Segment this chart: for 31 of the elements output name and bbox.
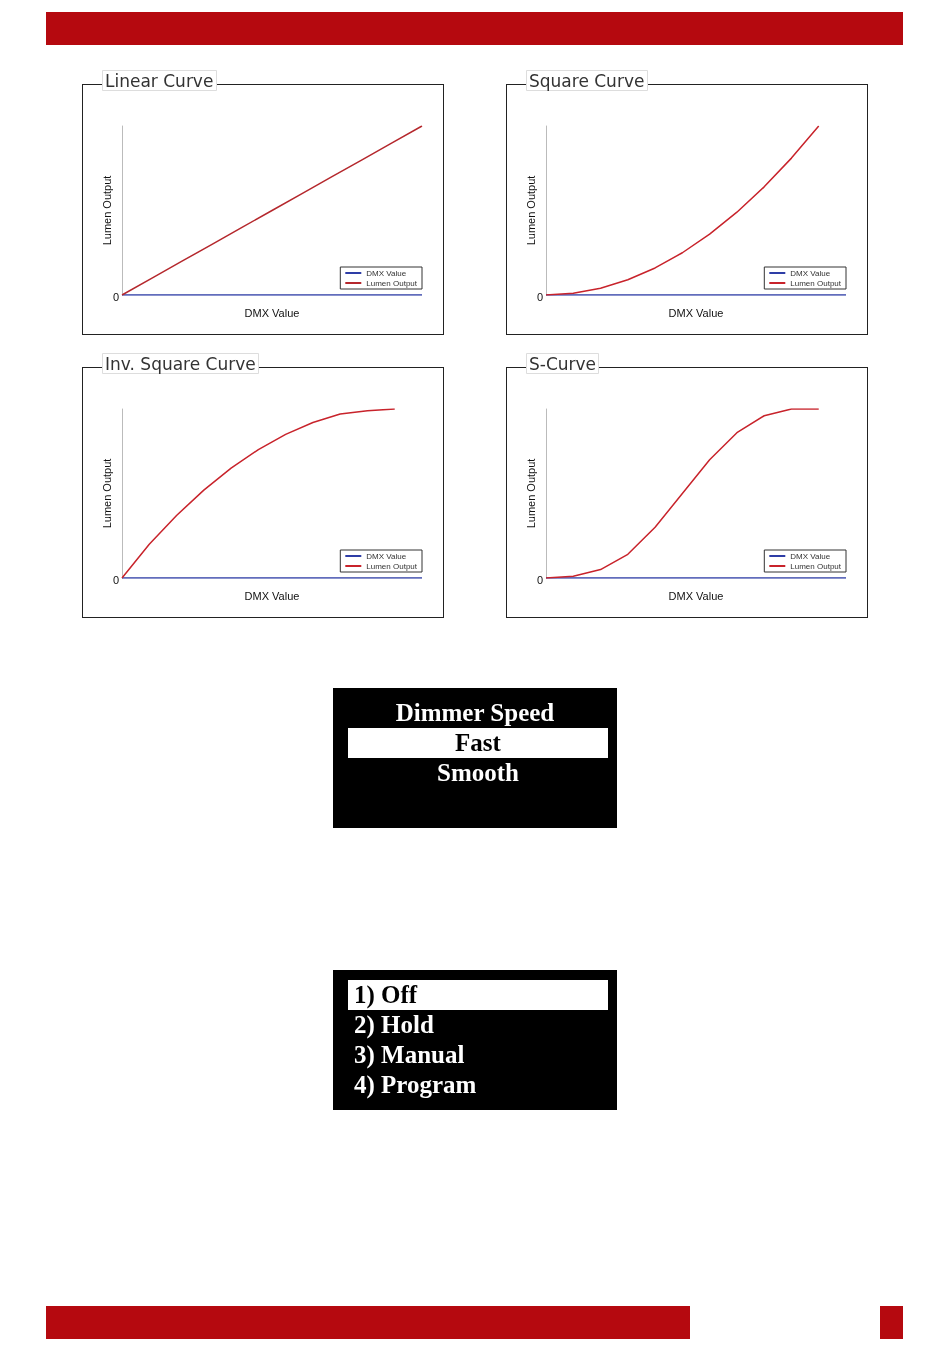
y-axis-title: Lumen Output [100, 175, 113, 246]
chart-title: S-Curve [529, 353, 597, 374]
x-axis-title: DMX Value [244, 307, 300, 320]
legend-label: Lumen Output [790, 278, 842, 288]
legend-label: DMX Value [790, 551, 831, 561]
chart-title: Linear Curve [105, 70, 214, 91]
legend-label: DMX Value [366, 551, 407, 561]
legend-label: DMX Value [790, 268, 831, 278]
text: 3) Manual [353, 1040, 466, 1070]
x-axis-title: DMX Value [668, 307, 724, 320]
x-axis-title: DMX Value [244, 590, 300, 603]
text: Smooth [436, 758, 520, 788]
legend-label: Lumen Output [366, 278, 418, 288]
annotation: 0 [537, 290, 544, 303]
x-axis-title: DMX Value [668, 590, 724, 603]
y-axis-title: Lumen Output [524, 458, 537, 529]
annotation: 0 [537, 573, 544, 586]
text: Dimmer Speed [394, 698, 556, 728]
annotation: 0 [113, 290, 120, 303]
text: 2) Hold [353, 1010, 435, 1040]
text: Fast [348, 728, 608, 758]
legend-label: Lumen Output [366, 561, 418, 571]
legend-label: Lumen Output [790, 561, 842, 571]
text: 1) Off [348, 980, 608, 1010]
y-axis-title: Lumen Output [524, 175, 537, 246]
chart-title: Inv. Square Curve [105, 353, 256, 374]
legend-label: DMX Value [366, 268, 407, 278]
chart-title: Square Curve [529, 70, 645, 91]
annotation: 0 [113, 573, 120, 586]
text: 4) Program [353, 1070, 478, 1100]
y-axis-title: Lumen Output [100, 458, 113, 529]
